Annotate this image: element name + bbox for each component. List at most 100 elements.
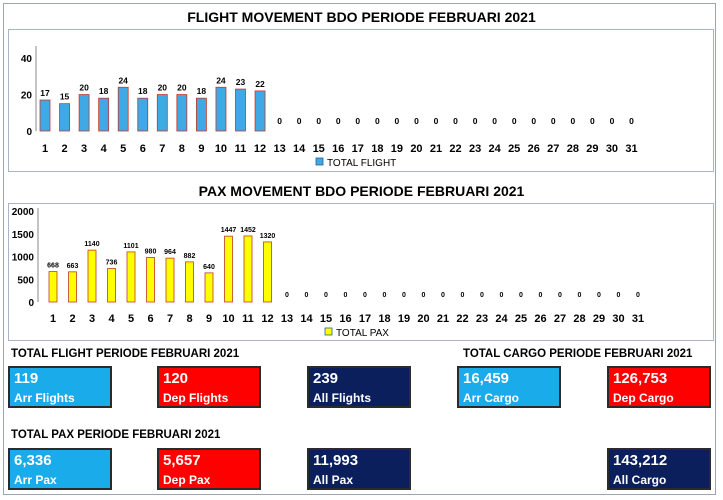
- flight-value-label-19: 0: [395, 116, 400, 126]
- pax-x-tick-1: 1: [50, 313, 56, 325]
- pax-x-tick-4: 4: [108, 313, 115, 325]
- flight-value-label-15: 0: [316, 116, 321, 126]
- pax-x-tick-14: 14: [300, 313, 313, 325]
- pax-y-tick-0: 0: [28, 298, 34, 309]
- all-cargo-label: All Cargo: [613, 473, 667, 487]
- arr-flights-label: Arr Flights: [14, 391, 75, 405]
- pax-x-tick-27: 27: [554, 313, 566, 325]
- dep-cargo-tile: 126,753 Dep Cargo: [607, 366, 711, 408]
- dep-pax-value: 5,657: [163, 452, 201, 469]
- flight-value-label-21: 0: [434, 116, 439, 126]
- flight-y-tick-0: 0: [26, 127, 32, 138]
- flight-x-tick-25: 25: [508, 143, 520, 155]
- pax-value-label-5: 1101: [123, 243, 138, 250]
- flight-bar-10: [215, 86, 227, 132]
- pax-bar-3: [87, 249, 97, 303]
- pax-chart: 0500100015002000668166321140373641101598…: [12, 207, 644, 339]
- pax-y-tick-3: 1500: [12, 230, 35, 241]
- pax-value-label-20: 0: [422, 292, 426, 299]
- all-pax-tile: 11,993 All Pax: [307, 448, 411, 490]
- pax-x-tick-10: 10: [222, 313, 234, 325]
- flight-x-tick-2: 2: [61, 143, 67, 155]
- pax-x-tick-11: 11: [242, 313, 254, 325]
- flight-value-label-23: 0: [473, 116, 478, 126]
- pax-x-tick-5: 5: [128, 313, 134, 325]
- flight-legend-swatch: [315, 157, 324, 166]
- flight-x-tick-4: 4: [101, 143, 108, 155]
- flight-value-label-29: 0: [590, 116, 595, 126]
- pax-x-tick-15: 15: [320, 313, 332, 325]
- flight-x-tick-29: 29: [586, 143, 598, 155]
- dep-flights-tile: 120 Dep Flights: [157, 366, 261, 408]
- flight-bar-1: [39, 99, 51, 132]
- flight-bar-4: [98, 97, 110, 132]
- flight-x-tick-8: 8: [179, 143, 185, 155]
- pax-chart-frame: 0 500 1000 1500 2000 668 1 663 2 1140 3 736 4 1101 5 98…: [8, 203, 714, 341]
- flight-x-tick-17: 17: [352, 143, 364, 155]
- pax-x-tick-12: 12: [261, 313, 273, 325]
- pax-value-label-11: 1452: [240, 227, 256, 234]
- pax-value-label-8: 882: [184, 253, 196, 260]
- pax-bar-4: [107, 268, 116, 303]
- dep-flights-label: Dep Flights: [163, 391, 229, 405]
- flight-y-tick-2: 40: [21, 54, 33, 65]
- pax-value-label-24: 0: [500, 292, 504, 299]
- flight-x-tick-28: 28: [567, 143, 579, 155]
- flight-bar-9: [195, 97, 207, 132]
- dep-pax-label: Dep Pax: [163, 473, 211, 487]
- pax-x-tick-2: 2: [69, 313, 75, 325]
- flight-section-label: TOTAL FLIGHT PERIODE FEBRUARI 2021: [11, 348, 240, 360]
- flight-value-label-6: 18: [138, 86, 148, 96]
- pax-value-label-25: 0: [519, 292, 523, 299]
- pax-x-tick-9: 9: [206, 313, 212, 325]
- pax-value-label-22: 0: [461, 292, 465, 299]
- flight-x-tick-23: 23: [469, 143, 481, 155]
- flight-x-tick-14: 14: [293, 143, 306, 155]
- pax-x-tick-7: 7: [167, 313, 173, 325]
- pax-bar-8: [185, 261, 194, 303]
- flight-value-label-22: 0: [453, 116, 458, 126]
- pax-value-label-14: 0: [305, 292, 309, 299]
- dep-pax-tile: 5,657 Dep Pax: [157, 448, 261, 490]
- flight-x-tick-19: 19: [391, 143, 403, 155]
- pax-bar-11: [243, 235, 253, 303]
- arr-pax-value: 6,336: [14, 452, 52, 469]
- pax-x-tick-24: 24: [495, 313, 508, 325]
- pax-x-tick-23: 23: [476, 313, 488, 325]
- flight-value-label-24: 0: [492, 116, 497, 126]
- flight-value-label-5: 24: [118, 75, 128, 85]
- pax-value-label-12: 1320: [260, 233, 276, 240]
- arr-flights-tile: 119 Arr Flights: [8, 366, 112, 408]
- flight-x-tick-16: 16: [332, 143, 344, 155]
- arr-pax-tile: 6,336 Arr Pax: [8, 448, 112, 490]
- pax-x-tick-19: 19: [398, 313, 410, 325]
- pax-x-tick-16: 16: [339, 313, 351, 325]
- flight-value-label-11: 23: [236, 77, 246, 87]
- flight-value-label-9: 18: [197, 86, 207, 96]
- pax-x-tick-17: 17: [359, 313, 371, 325]
- pax-value-label-4: 736: [106, 260, 118, 267]
- flight-value-label-18: 0: [375, 116, 380, 126]
- dashboard-frame: [3, 3, 716, 495]
- flight-x-tick-18: 18: [371, 143, 383, 155]
- pax-bar-2: [68, 271, 77, 303]
- flight-chart: 0204017115220318424518620720818924102311…: [21, 46, 638, 169]
- flight-value-label-25: 0: [512, 116, 517, 126]
- flight-value-label-16: 0: [336, 116, 341, 126]
- pax-y-tick-2: 1000: [12, 253, 35, 264]
- flight-x-tick-20: 20: [410, 143, 422, 155]
- dep-flights-value: 120: [163, 370, 189, 387]
- all-pax-label: All Pax: [313, 473, 354, 487]
- pax-x-tick-29: 29: [593, 313, 605, 325]
- flight-value-label-13: 0: [277, 116, 282, 126]
- pax-x-tick-18: 18: [378, 313, 390, 325]
- pax-value-label-7: 964: [164, 249, 176, 256]
- flight-value-label-12: 22: [255, 79, 265, 89]
- pax-value-label-31: 0: [636, 292, 640, 299]
- flight-y-tick-1: 20: [21, 91, 33, 102]
- flight-x-tick-22: 22: [449, 143, 461, 155]
- pax-value-label-3: 1140: [84, 241, 99, 248]
- all-flights-label: All Flights: [313, 391, 371, 405]
- dep-cargo-value: 126,753: [613, 370, 668, 387]
- flight-x-tick-13: 13: [273, 143, 285, 155]
